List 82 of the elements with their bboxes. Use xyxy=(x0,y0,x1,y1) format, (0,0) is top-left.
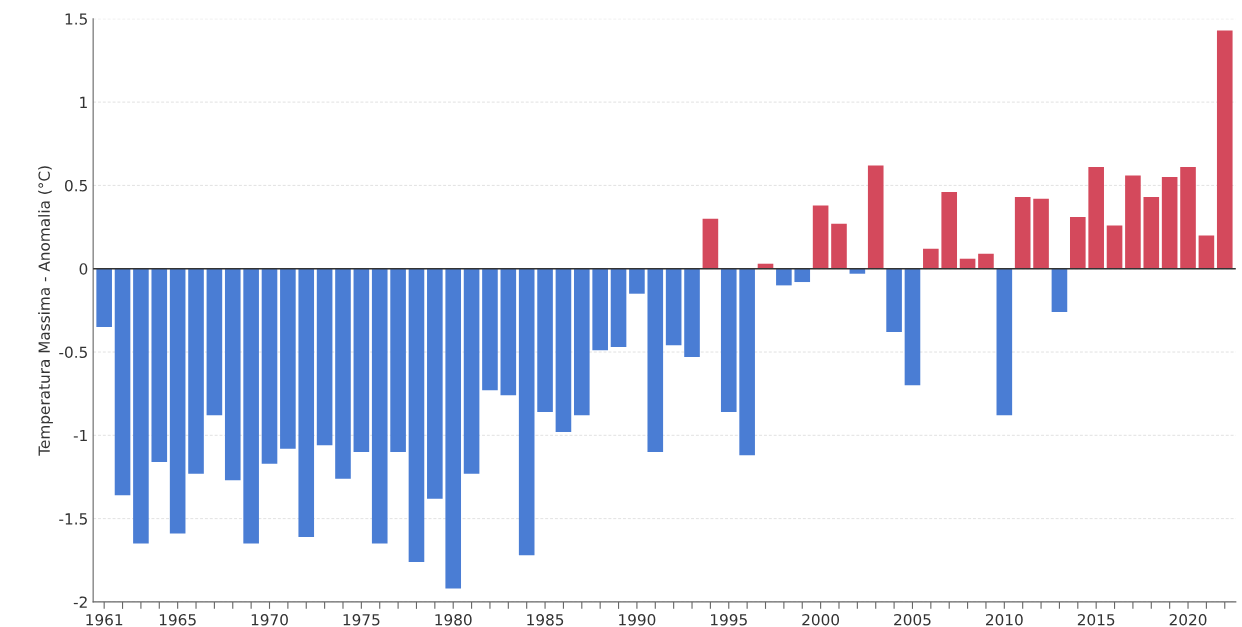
bar xyxy=(720,268,737,412)
bar xyxy=(886,268,902,333)
bar xyxy=(739,268,755,456)
x-tick-label: 2000 xyxy=(802,614,840,626)
bar xyxy=(555,268,572,432)
bar xyxy=(1070,217,1086,269)
x-tick-label: 2015 xyxy=(1077,614,1115,626)
bar xyxy=(574,268,590,416)
bar xyxy=(335,268,351,479)
bar xyxy=(1125,175,1141,269)
bar xyxy=(684,268,700,358)
bar xyxy=(280,268,296,449)
x-tick-label: 1970 xyxy=(251,614,288,626)
x-tick-label: 1995 xyxy=(711,614,747,626)
bar xyxy=(96,268,112,328)
bar xyxy=(776,268,792,286)
x-tick-label: 1961 xyxy=(86,614,123,626)
bar xyxy=(500,268,517,396)
bar xyxy=(206,268,223,416)
bar xyxy=(371,268,388,544)
bar xyxy=(831,223,847,269)
bar xyxy=(243,268,259,544)
y-tick-label: -1 xyxy=(73,429,87,442)
bar xyxy=(812,205,829,269)
bar xyxy=(427,268,443,499)
y-tick-label: 0.5 xyxy=(65,179,87,192)
bar xyxy=(1143,197,1160,269)
bar xyxy=(849,268,866,274)
bar xyxy=(298,268,315,537)
bar xyxy=(518,268,535,556)
bar xyxy=(867,165,884,269)
bar xyxy=(224,268,241,481)
bar xyxy=(1088,167,1104,269)
x-tick-label: 2020 xyxy=(1169,614,1207,626)
bar xyxy=(261,268,278,464)
bar xyxy=(445,268,462,589)
x-tick-label: 2005 xyxy=(894,614,931,626)
bar xyxy=(1033,198,1049,269)
bar xyxy=(482,268,498,391)
x-tick-label: 2010 xyxy=(986,614,1023,626)
bar xyxy=(592,268,608,351)
bar xyxy=(353,268,370,452)
y-tick-label: -0.5 xyxy=(59,346,87,359)
bar xyxy=(702,218,719,269)
bar xyxy=(610,268,627,348)
bar xyxy=(1180,167,1196,269)
bar xyxy=(316,268,333,446)
bar xyxy=(665,268,682,346)
bar xyxy=(1051,268,1068,313)
bar xyxy=(188,268,204,474)
bar xyxy=(408,268,425,562)
y-tick-label: 1 xyxy=(80,96,87,108)
x-tick-label: 1990 xyxy=(619,614,656,626)
bar xyxy=(629,268,645,294)
bar xyxy=(537,268,553,412)
bar xyxy=(794,268,811,283)
x-tick-label: 1985 xyxy=(527,614,564,626)
bar xyxy=(114,268,131,496)
x-tick-label: 1975 xyxy=(343,614,380,626)
y-tick-label: -1.5 xyxy=(59,513,87,525)
y-tick-label: -2 xyxy=(73,596,87,608)
bar xyxy=(923,248,939,269)
bar xyxy=(978,253,994,269)
bar xyxy=(151,268,168,462)
y-axis-title: Temperatura Massima - Anomalia (°C) xyxy=(38,166,53,456)
bar xyxy=(463,268,480,474)
bar xyxy=(941,192,958,269)
x-tick-label: 1980 xyxy=(435,614,472,626)
bar xyxy=(169,268,186,534)
bar xyxy=(1216,30,1233,269)
y-tick-label: 0 xyxy=(79,263,88,275)
bar xyxy=(1106,225,1123,269)
bar xyxy=(1161,177,1178,269)
bar xyxy=(1198,235,1215,269)
x-tick-label: 1965 xyxy=(159,614,196,626)
bar xyxy=(904,268,921,386)
bar xyxy=(996,268,1013,416)
bar xyxy=(133,268,149,544)
bar xyxy=(1014,197,1031,269)
y-tick-label: 1.5 xyxy=(65,13,87,25)
bar xyxy=(390,268,406,452)
bar xyxy=(647,268,664,452)
